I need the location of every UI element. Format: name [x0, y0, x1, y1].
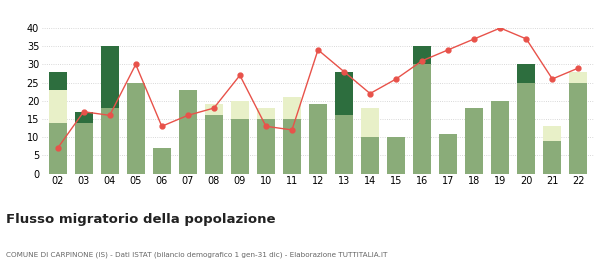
Bar — [543, 141, 562, 174]
Bar — [257, 108, 275, 119]
Bar — [101, 108, 119, 174]
Bar — [543, 126, 562, 141]
Bar — [491, 101, 509, 174]
Bar — [413, 46, 431, 64]
Bar — [231, 119, 249, 174]
Bar — [569, 72, 587, 83]
Bar — [179, 90, 197, 174]
Text: COMUNE DI CARPINONE (IS) - Dati ISTAT (bilancio demografico 1 gen-31 dic) - Elab: COMUNE DI CARPINONE (IS) - Dati ISTAT (b… — [6, 252, 388, 258]
Bar — [309, 104, 327, 174]
Bar — [49, 123, 67, 174]
Bar — [257, 119, 275, 174]
Bar — [413, 64, 431, 174]
Bar — [283, 97, 301, 119]
Bar — [569, 83, 587, 174]
Bar — [205, 115, 223, 174]
Bar — [152, 148, 171, 174]
Bar — [74, 112, 93, 123]
Bar — [205, 104, 223, 115]
Bar — [517, 64, 535, 83]
Bar — [465, 108, 484, 174]
Bar — [439, 134, 457, 174]
Bar — [517, 83, 535, 174]
Bar — [335, 72, 353, 115]
Bar — [283, 119, 301, 174]
Bar — [387, 137, 405, 174]
Bar — [49, 72, 67, 90]
Bar — [361, 137, 379, 174]
Bar — [101, 46, 119, 108]
Text: Flusso migratorio della popolazione: Flusso migratorio della popolazione — [6, 213, 275, 226]
Bar — [127, 83, 145, 174]
Bar — [74, 123, 93, 174]
Bar — [335, 115, 353, 174]
Bar — [231, 101, 249, 119]
Bar — [361, 108, 379, 137]
Bar — [49, 90, 67, 123]
